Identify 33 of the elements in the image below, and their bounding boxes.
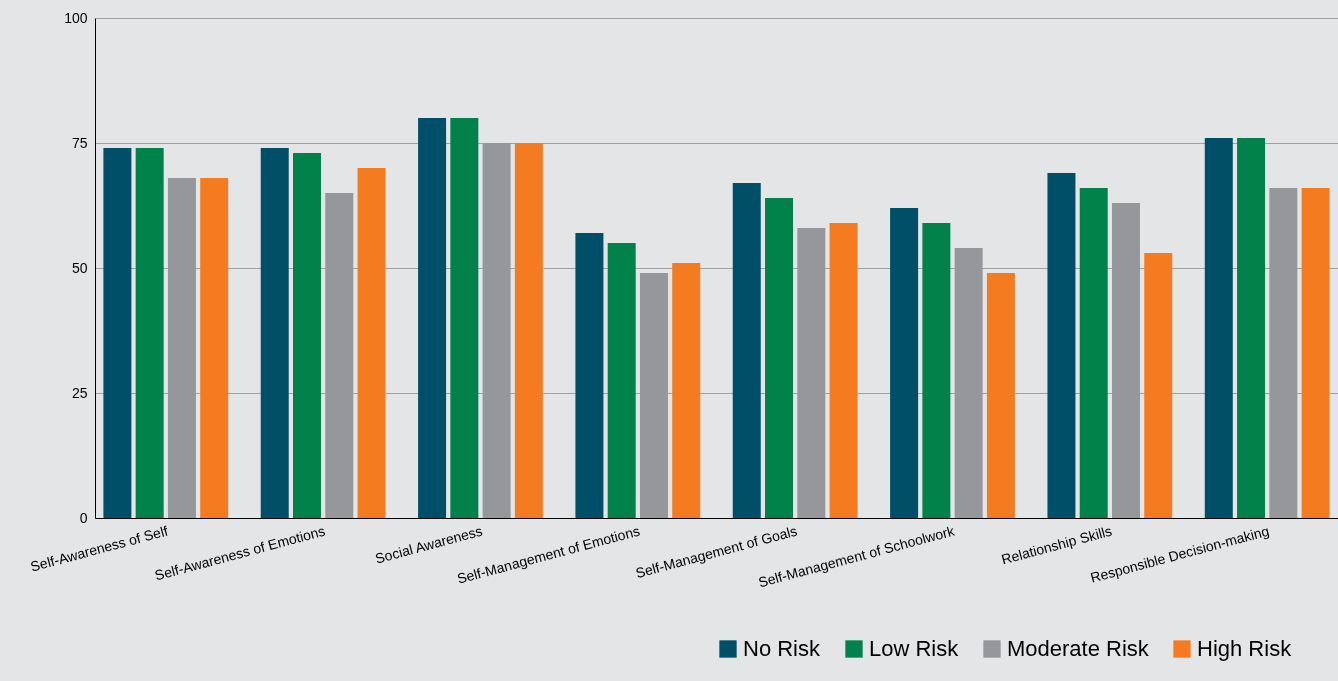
bar — [103, 148, 132, 518]
bar — [1204, 138, 1233, 518]
y-tick-label: 100 — [64, 9, 88, 26]
bar — [260, 148, 289, 518]
bar — [357, 168, 386, 518]
bar — [1237, 138, 1266, 518]
bar — [1144, 253, 1173, 518]
bar — [293, 153, 322, 518]
bar — [1079, 188, 1108, 518]
legend-label: Low Risk — [869, 636, 960, 661]
legend-label: High Risk — [1197, 636, 1293, 661]
legend-label: Moderate Risk — [1007, 636, 1150, 661]
y-tick-label: 25 — [71, 384, 88, 401]
bar — [1047, 173, 1076, 518]
bar — [672, 263, 701, 518]
bar — [200, 178, 229, 518]
legend-label: No Risk — [743, 636, 822, 661]
y-tick-label: 75 — [71, 134, 88, 151]
bar — [1301, 188, 1330, 518]
bar — [135, 148, 164, 518]
y-tick-label: 50 — [71, 259, 88, 276]
bar — [607, 243, 636, 518]
bar — [514, 143, 543, 518]
bar — [890, 208, 919, 518]
bar — [765, 198, 794, 518]
bar — [450, 118, 479, 518]
bar — [418, 118, 447, 518]
bar — [575, 233, 604, 518]
bar — [829, 223, 858, 518]
bar — [986, 273, 1015, 518]
y-tick-label: 0 — [79, 509, 88, 526]
bar — [922, 223, 951, 518]
bar — [732, 183, 761, 518]
